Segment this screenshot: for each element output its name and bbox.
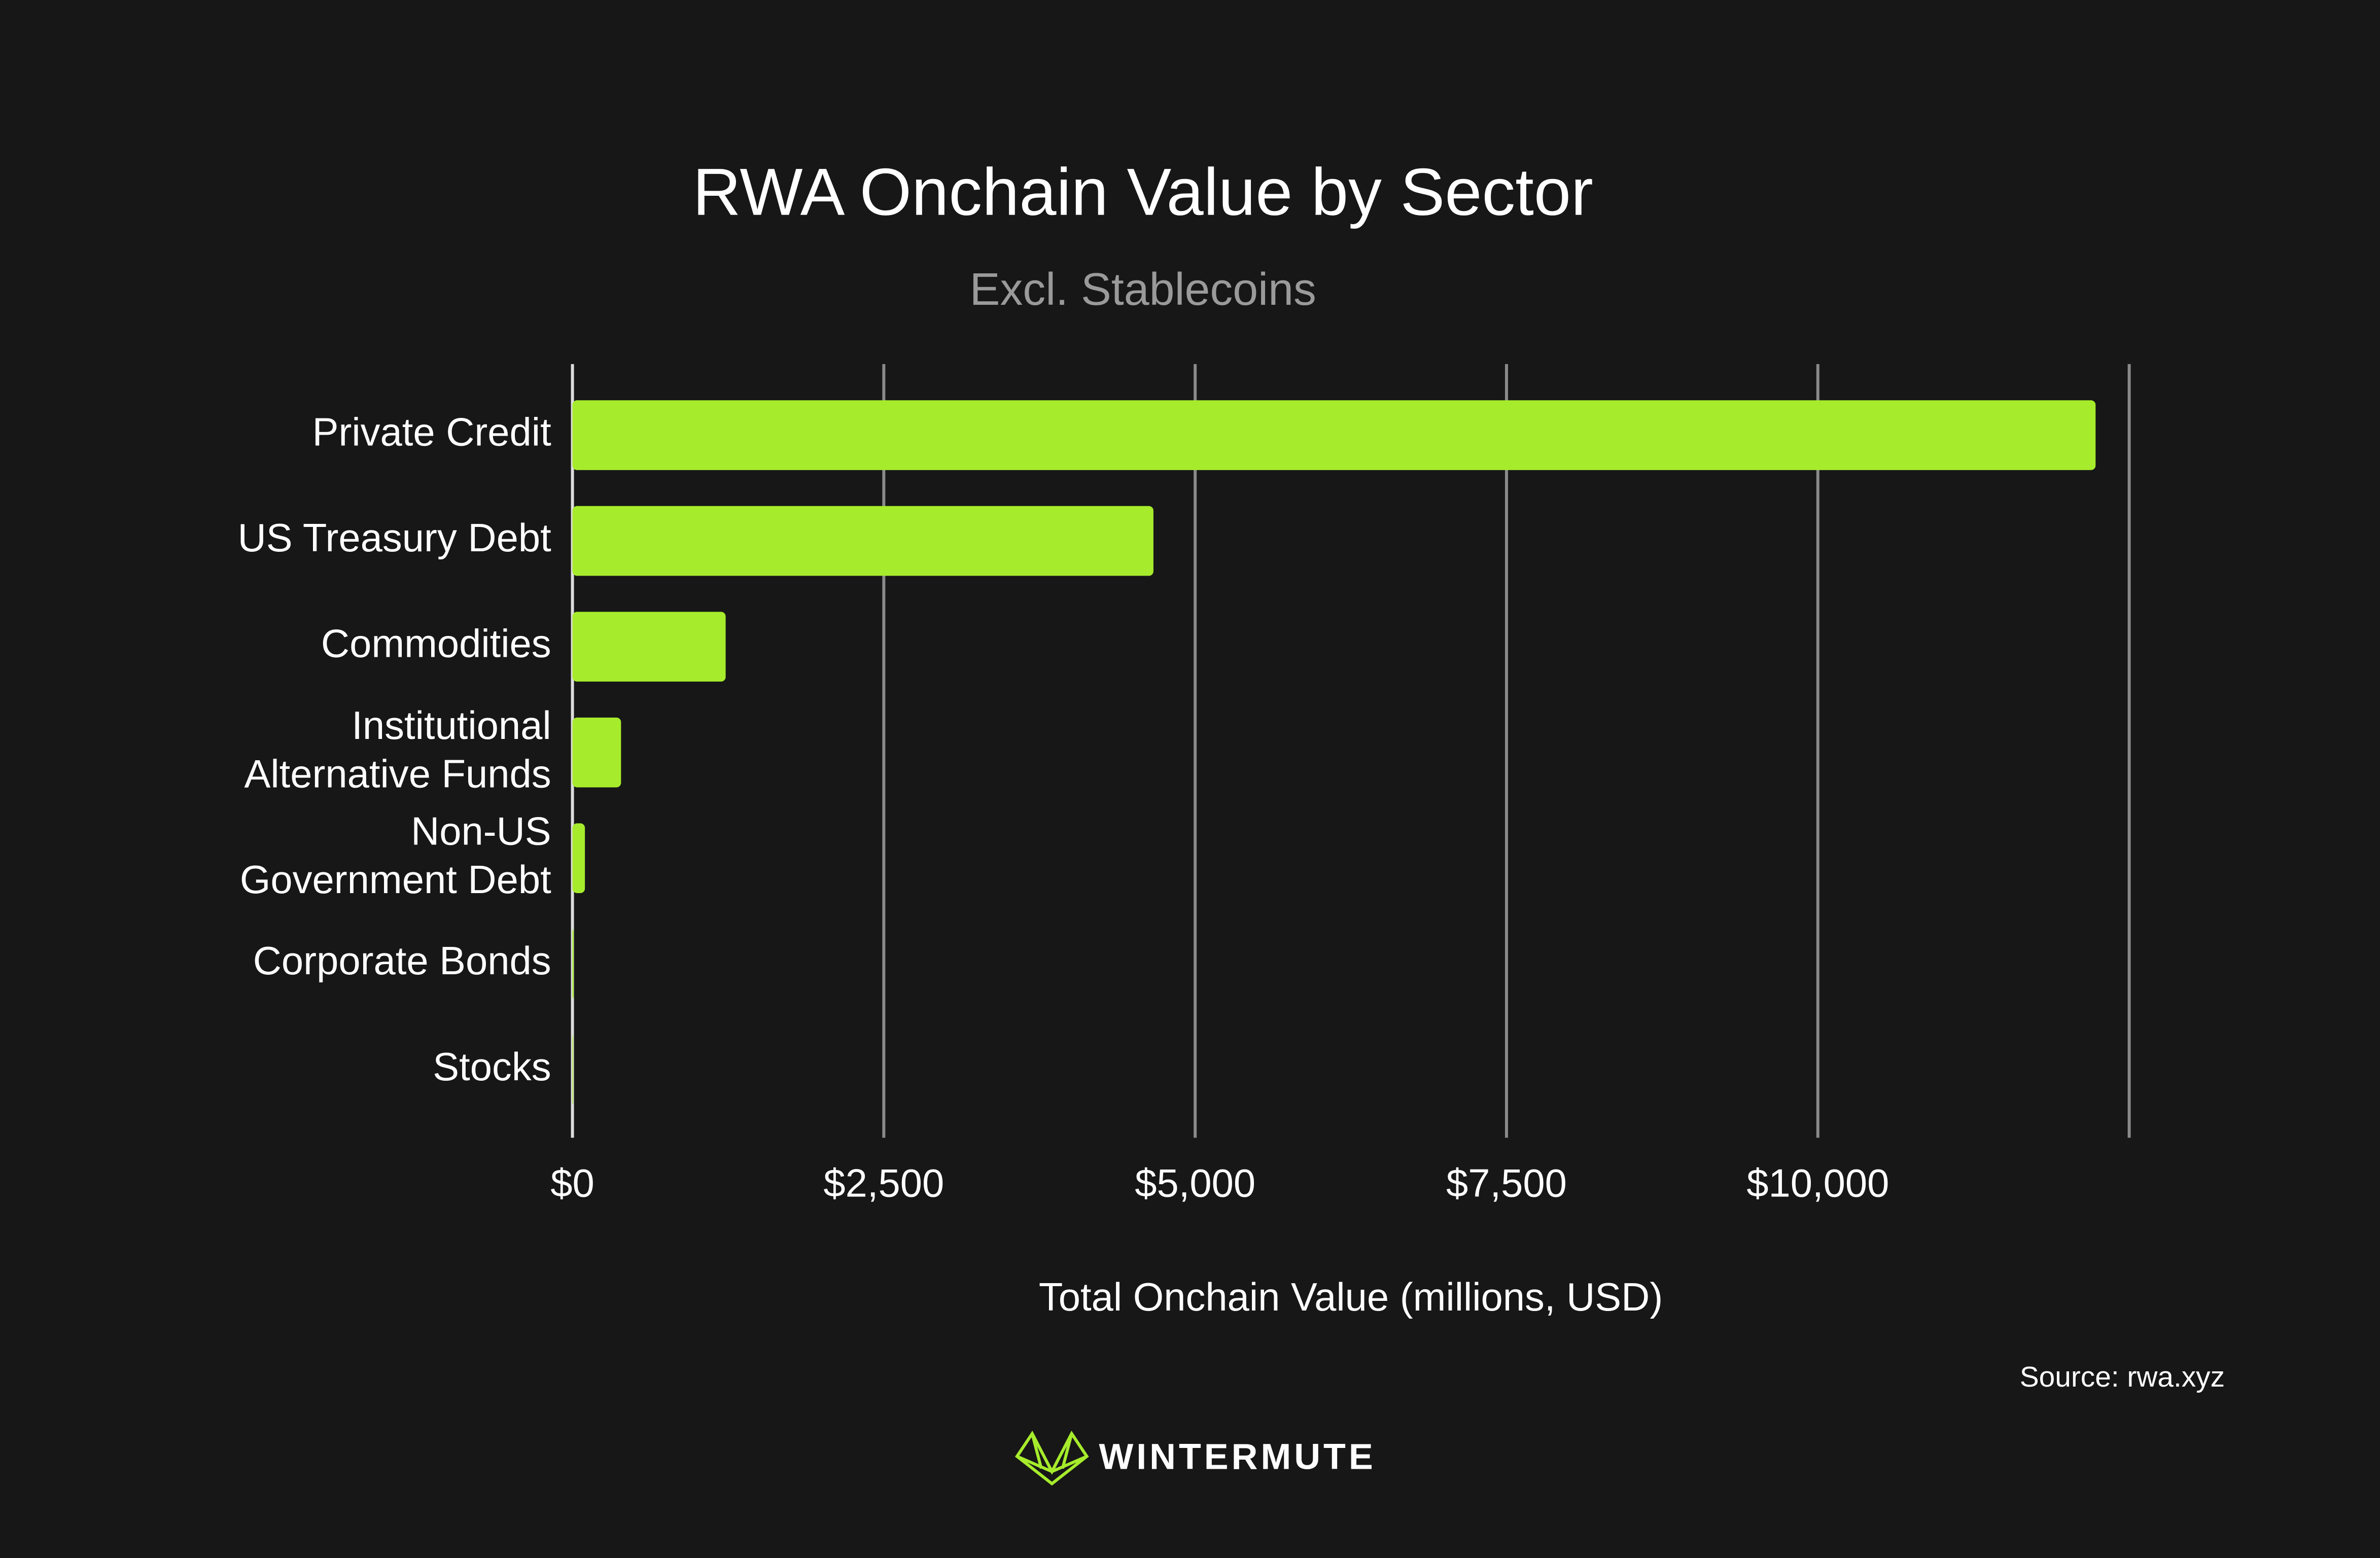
bar [572,717,621,788]
y-tick-label: Private Credit [312,411,551,454]
bar [572,506,1153,576]
y-tick-label: US Treasury Debt [238,516,551,560]
chart-subtitle: Excl. Stablecoins [970,264,1316,315]
chart-title: RWA Onchain Value by Sector [693,155,1593,229]
y-tick-label: Non-US Government Debt [240,809,551,902]
y-tick-label: Stocks [433,1045,551,1089]
x-tick-label: $7,500 [1446,1162,1567,1206]
bar [572,612,726,682]
brand-name: WINTERMUTE [1099,1437,1376,1477]
bar [572,929,574,999]
bar [572,823,585,893]
source-note: Source: rwa.xyz [2020,1361,2225,1393]
x-tick-label: $0 [550,1162,594,1206]
bar [572,400,2096,470]
x-axis-label: Total Onchain Value (millions, USD) [1039,1276,1663,1319]
x-tick-label: $5,000 [1135,1162,1255,1206]
y-tick-label: Institutional Alternative Funds [244,703,551,796]
brand-logo [1014,1430,1089,1486]
x-tick-label: $2,500 [823,1162,944,1206]
y-tick-label: Corporate Bonds [253,939,551,983]
x-tick-label: $10,000 [1746,1162,1889,1206]
y-tick-label: Commodities [321,622,551,666]
